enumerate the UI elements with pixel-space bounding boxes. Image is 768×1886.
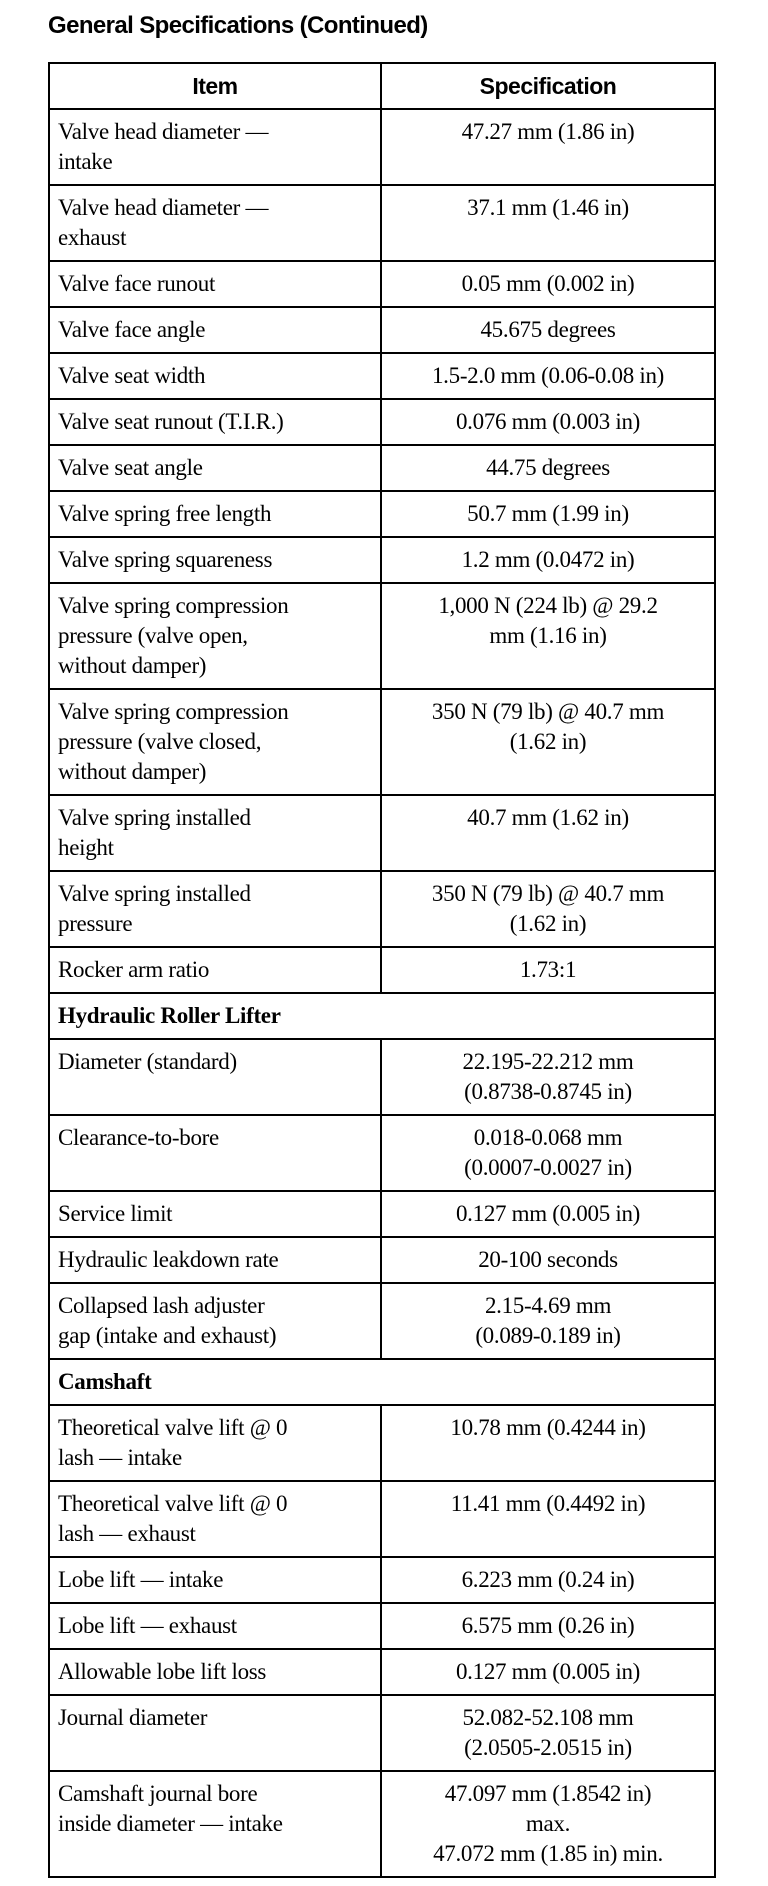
item-cell: Valve head diameter — exhaust: [48, 184, 382, 262]
table-row: Valve spring free length 50.7 mm (1.99 in…: [48, 490, 716, 538]
table-row: Valve head diameter — exhaust 37.1 mm (1.…: [48, 184, 716, 262]
specification-cell: 0.05 mm (0.002 in): [380, 260, 716, 308]
item-cell: Clearance-to-bore: [48, 1114, 382, 1192]
specification-cell: 0.127 mm (0.005 in): [380, 1190, 716, 1238]
item-cell: Lobe lift — intake: [48, 1556, 382, 1604]
table-row: Valve spring squareness 1.2 mm (0.0472 in…: [48, 536, 716, 584]
specification-cell: 1,000 N (224 lb) @ 29.2 mm (1.16 in): [380, 582, 716, 690]
item-cell: Valve spring squareness: [48, 536, 382, 584]
column-header-item: Item: [48, 62, 382, 110]
table-row: Valve spring installed pressure 350 N (79…: [48, 870, 716, 948]
item-cell: Journal diameter: [48, 1694, 382, 1772]
table-header-row: Item Specification: [48, 62, 716, 110]
item-cell: Theoretical valve lift @ 0 lash — intake: [48, 1404, 382, 1482]
specification-cell: 0.127 mm (0.005 in): [380, 1648, 716, 1696]
table-row: Journal diameter 52.082-52.108 mm (2.0505…: [48, 1694, 716, 1772]
item-cell: Lobe lift — exhaust: [48, 1602, 382, 1650]
item-cell: Valve seat angle: [48, 444, 382, 492]
specification-cell: 1.2 mm (0.0472 in): [380, 536, 716, 584]
table-row: Service limit 0.127 mm (0.005 in): [48, 1190, 716, 1238]
item-cell: Hydraulic leakdown rate: [48, 1236, 382, 1284]
item-cell: Valve face angle: [48, 306, 382, 354]
specification-cell: 6.575 mm (0.26 in): [380, 1602, 716, 1650]
item-cell: Service limit: [48, 1190, 382, 1238]
table-row: Valve spring installed height 40.7 mm (1.…: [48, 794, 716, 872]
table-row: Valve face runout 0.05 mm (0.002 in): [48, 260, 716, 308]
specification-cell: 47.097 mm (1.8542 in) max. 47.072 mm (1.…: [380, 1770, 716, 1878]
item-cell: Allowable lobe lift loss: [48, 1648, 382, 1696]
table-row: Valve seat runout (T.I.R.) 0.076 mm (0.00…: [48, 398, 716, 446]
table-row: Theoretical valve lift @ 0 lash — exhaus…: [48, 1480, 716, 1558]
table-row: Rocker arm ratio 1.73:1: [48, 946, 716, 994]
table-row: Valve head diameter — intake 47.27 mm (1.…: [48, 108, 716, 186]
table-row: Allowable lobe lift loss 0.127 mm (0.005 …: [48, 1648, 716, 1696]
specification-cell: 52.082-52.108 mm (2.0505-2.0515 in): [380, 1694, 716, 1772]
specification-cell: 350 N (79 lb) @ 40.7 mm (1.62 in): [380, 870, 716, 948]
item-cell: Valve spring compression pressure (valve…: [48, 688, 382, 796]
item-cell: Theoretical valve lift @ 0 lash — exhaus…: [48, 1480, 382, 1558]
table-row: Valve spring compression pressure (valve…: [48, 688, 716, 796]
column-header-specification: Specification: [380, 62, 716, 110]
specification-cell: 40.7 mm (1.62 in): [380, 794, 716, 872]
table-row: Lobe lift — exhaust 6.575 mm (0.26 in): [48, 1602, 716, 1650]
specification-cell: 50.7 mm (1.99 in): [380, 490, 716, 538]
specification-cell: 44.75 degrees: [380, 444, 716, 492]
table-row: Lobe lift — intake 6.223 mm (0.24 in): [48, 1556, 716, 1604]
page-title: General Specifications (Continued): [48, 12, 428, 39]
item-cell: Rocker arm ratio: [48, 946, 382, 994]
specification-cell: 1.73:1: [380, 946, 716, 994]
item-cell: Valve spring installed pressure: [48, 870, 382, 948]
item-cell: Valve seat runout (T.I.R.): [48, 398, 382, 446]
item-cell: Camshaft journal bore inside diameter — …: [48, 1770, 382, 1878]
item-cell: Collapsed lash adjuster gap (intake and …: [48, 1282, 382, 1360]
specification-cell: 0.018-0.068 mm (0.0007-0.0027 in): [380, 1114, 716, 1192]
specification-cell: 47.27 mm (1.86 in): [380, 108, 716, 186]
item-cell: Valve face runout: [48, 260, 382, 308]
specification-cell: 6.223 mm (0.24 in): [380, 1556, 716, 1604]
table-row: Valve seat width 1.5-2.0 mm (0.06-0.08 in…: [48, 352, 716, 400]
table-row: Valve seat angle 44.75 degrees: [48, 444, 716, 492]
table-row: Theoretical valve lift @ 0 lash — intake…: [48, 1404, 716, 1482]
table-row: Clearance-to-bore 0.018-0.068 mm (0.0007-…: [48, 1114, 716, 1192]
section-row: Camshaft: [48, 1358, 716, 1406]
item-cell: Valve seat width: [48, 352, 382, 400]
item-cell: Valve spring free length: [48, 490, 382, 538]
specification-cell: 11.41 mm (0.4492 in): [380, 1480, 716, 1558]
specification-cell: 45.675 degrees: [380, 306, 716, 354]
item-cell: Valve head diameter — intake: [48, 108, 382, 186]
item-cell: Diameter (standard): [48, 1038, 382, 1116]
specification-cell: 10.78 mm (0.4244 in): [380, 1404, 716, 1482]
specification-cell: 20-100 seconds: [380, 1236, 716, 1284]
item-cell: Valve spring installed height: [48, 794, 382, 872]
table-row: Valve face angle 45.675 degrees: [48, 306, 716, 354]
table-row: Valve spring compression pressure (valve…: [48, 582, 716, 690]
table-row: Diameter (standard) 22.195-22.212 mm (0.8…: [48, 1038, 716, 1116]
specification-cell: 22.195-22.212 mm (0.8738-0.8745 in): [380, 1038, 716, 1116]
specification-cell: 2.15-4.69 mm (0.089-0.189 in): [380, 1282, 716, 1360]
section-heading: Hydraulic Roller Lifter: [48, 992, 716, 1040]
specification-cell: 350 N (79 lb) @ 40.7 mm (1.62 in): [380, 688, 716, 796]
table-row: Hydraulic leakdown rate 20-100 seconds: [48, 1236, 716, 1284]
specification-cell: 37.1 mm (1.46 in): [380, 184, 716, 262]
section-heading: Camshaft: [48, 1358, 716, 1406]
specification-cell: 0.076 mm (0.003 in): [380, 398, 716, 446]
specification-cell: 1.5-2.0 mm (0.06-0.08 in): [380, 352, 716, 400]
table-row: Collapsed lash adjuster gap (intake and …: [48, 1282, 716, 1360]
specifications-table: Item Specification Valve head diameter —…: [48, 62, 716, 1878]
item-cell: Valve spring compression pressure (valve…: [48, 582, 382, 690]
table-row: Camshaft journal bore inside diameter — …: [48, 1770, 716, 1878]
section-row: Hydraulic Roller Lifter: [48, 992, 716, 1040]
